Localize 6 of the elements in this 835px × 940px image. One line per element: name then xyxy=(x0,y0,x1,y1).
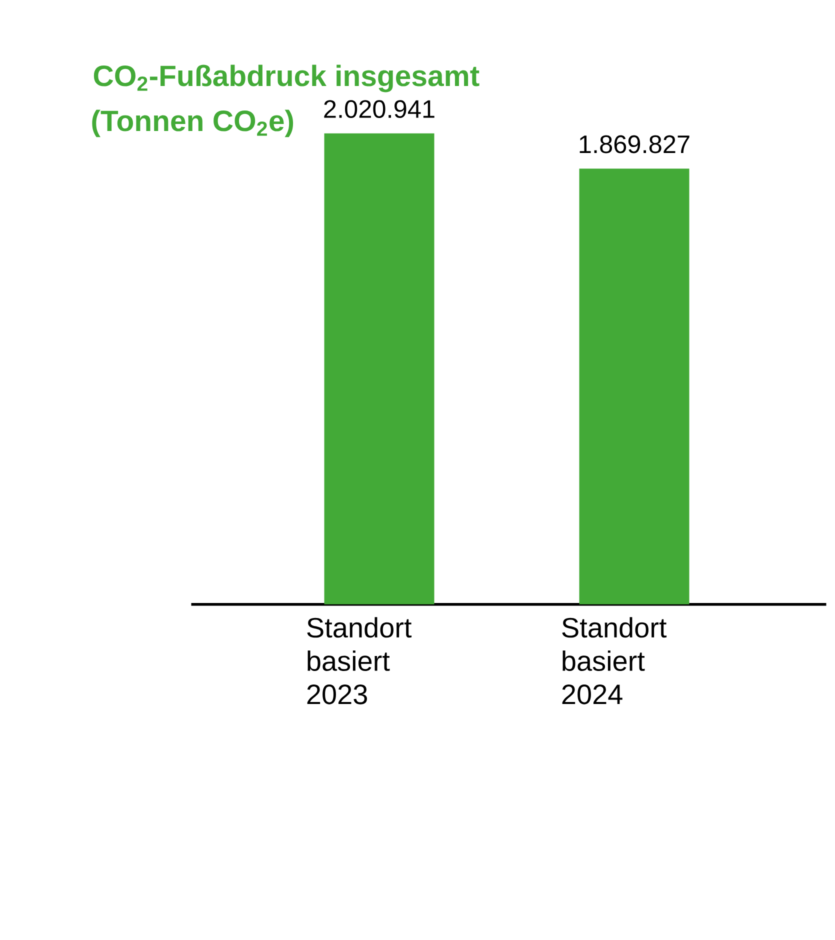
data-label: 1.869.827 xyxy=(580,135,690,154)
chart-title: CO$_{2}$-Fußabdruck insgesamt xyxy=(94,64,480,92)
data-label: 2.020.941 xyxy=(324,100,434,118)
x-tick-label: Standort basiert 2024 xyxy=(562,617,667,704)
chart-subtitle: (Tonnen CO$_{2}$e) xyxy=(92,110,294,138)
x-tick-label: Standort basiert 2023 xyxy=(307,617,412,704)
